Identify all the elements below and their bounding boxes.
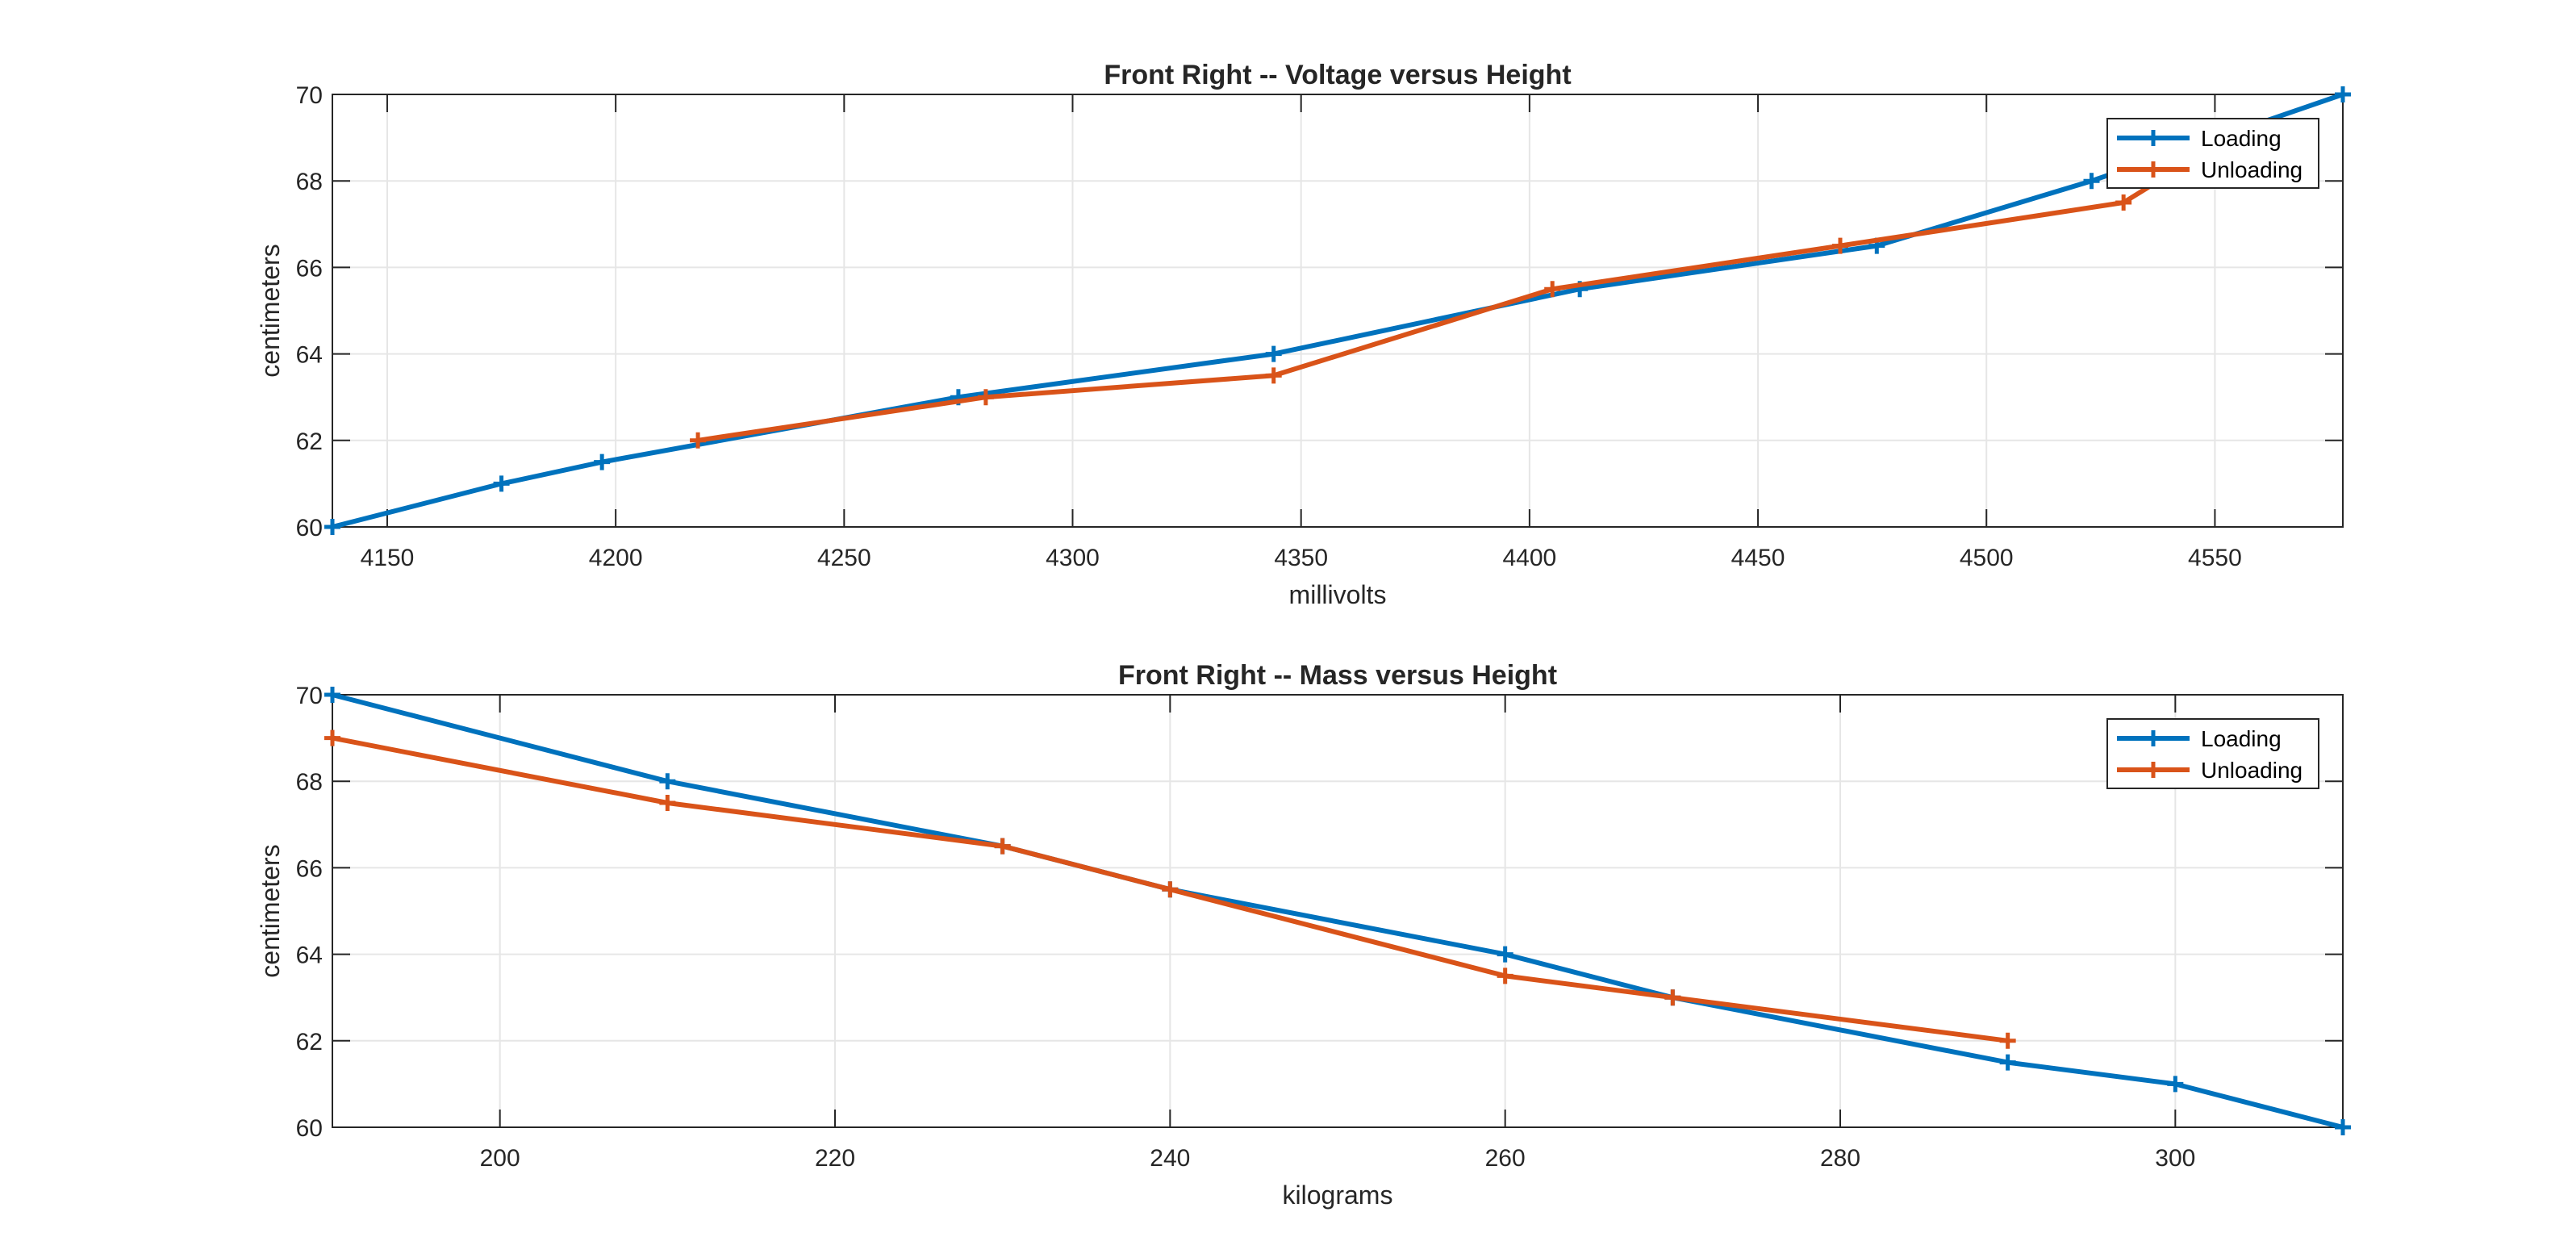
series-unloading: [324, 729, 2016, 1049]
x-tick-label: 4400: [1502, 545, 1556, 571]
plot-area: [332, 695, 2343, 1127]
series-unloading: [690, 129, 2237, 449]
data-point-marker: [1832, 237, 1848, 254]
legend-marker: [2145, 730, 2161, 746]
y-tick-label: 62: [296, 1029, 323, 1055]
data-point-marker: [1999, 1032, 2016, 1049]
data-point-marker: [994, 838, 1011, 855]
data-point-marker: [1497, 968, 1513, 984]
x-tick-label: 280: [1820, 1145, 1860, 1172]
legend-box: [2106, 118, 2319, 189]
y-tick-label: 60: [296, 515, 323, 541]
x-axis-label: kilograms: [1283, 1181, 1393, 1210]
axes-box: [332, 694, 2344, 1128]
data-point-marker: [1544, 281, 1561, 298]
x-tick-label: 4200: [589, 545, 643, 571]
y-tick-label: 66: [296, 255, 323, 282]
x-tick-label: 300: [2155, 1145, 2195, 1172]
data-point-marker: [1999, 1054, 2016, 1071]
legend-box: [2106, 718, 2319, 789]
y-tick-label: 68: [296, 169, 323, 195]
legend-marker: [2145, 161, 2161, 178]
data-point-marker: [977, 389, 994, 406]
x-tick-label: 200: [480, 1145, 520, 1172]
y-tick-label: 66: [296, 855, 323, 882]
legend: Loading Unloading: [2106, 118, 2319, 189]
legend-label: Unloading: [2201, 157, 2303, 182]
y-tick-label: 64: [296, 342, 323, 369]
data-point-marker: [594, 453, 611, 470]
data-point-marker: [493, 475, 510, 492]
data-point-marker: [2115, 194, 2132, 211]
mass-height-chart: 200 220 240 260 280 300 60 62 64 66 68 70 Front Righ…: [256, 660, 2351, 1210]
y-tick-label: 70: [296, 683, 323, 709]
x-tick-label: 220: [815, 1145, 855, 1172]
legend: Loading Unloading: [2106, 718, 2319, 789]
x-tick-label: 4450: [1731, 545, 1785, 571]
x-tick-label: 260: [1485, 1145, 1526, 1172]
legend-label: Loading: [2201, 126, 2282, 151]
y-axis-label: centimeters: [256, 244, 285, 377]
x-tick-label: 4150: [361, 545, 415, 571]
data-point-marker: [324, 729, 340, 746]
legend-marker: [2145, 130, 2161, 146]
data-point-marker: [2335, 1119, 2351, 1135]
x-tick-label: 4250: [817, 545, 871, 571]
chart-title: Front Right -- Mass versus Height: [1118, 660, 1557, 691]
axes-box: [332, 94, 2344, 528]
data-point-marker: [324, 687, 340, 703]
chart-title: Front Right -- Voltage versus Height: [1104, 60, 1571, 90]
data-point-marker: [1664, 989, 1681, 1006]
data-point-marker: [690, 432, 707, 449]
plot-area: [332, 94, 2343, 527]
series-loading: [324, 86, 2351, 535]
data-point-marker: [1265, 345, 1282, 362]
y-tick-label: 70: [296, 82, 323, 109]
data-point-marker: [324, 519, 340, 535]
voltage-height-chart: 4150 4200 4250 4300 4350 4400 4450 4500 4550 60 62…: [256, 60, 2351, 609]
y-axis-label: centimeters: [256, 844, 285, 977]
legend-label: Unloading: [2201, 758, 2303, 783]
y-tick-label: 62: [296, 428, 323, 455]
data-point-marker: [2167, 1076, 2184, 1093]
legend-label: Loading: [2201, 726, 2282, 751]
data-point-marker: [1162, 881, 1179, 898]
y-tick-label: 68: [296, 769, 323, 796]
data-point-marker: [1265, 367, 1282, 384]
x-tick-label: 4500: [1960, 545, 2014, 571]
x-tick-label: 240: [1150, 1145, 1190, 1172]
x-tick-label: 4300: [1046, 545, 1100, 571]
x-tick-label: 4550: [2188, 545, 2242, 571]
y-tick-label: 60: [296, 1115, 323, 1142]
data-point-marker: [2083, 173, 2100, 190]
data-point-marker: [2335, 86, 2351, 102]
data-point-marker: [659, 795, 676, 811]
legend-marker: [2145, 762, 2161, 778]
data-point-marker: [659, 773, 676, 790]
x-tick-label: 4350: [1274, 545, 1328, 571]
y-tick-label: 64: [296, 942, 323, 969]
data-point-marker: [1497, 946, 1513, 963]
x-axis-label: millivolts: [1289, 580, 1387, 609]
